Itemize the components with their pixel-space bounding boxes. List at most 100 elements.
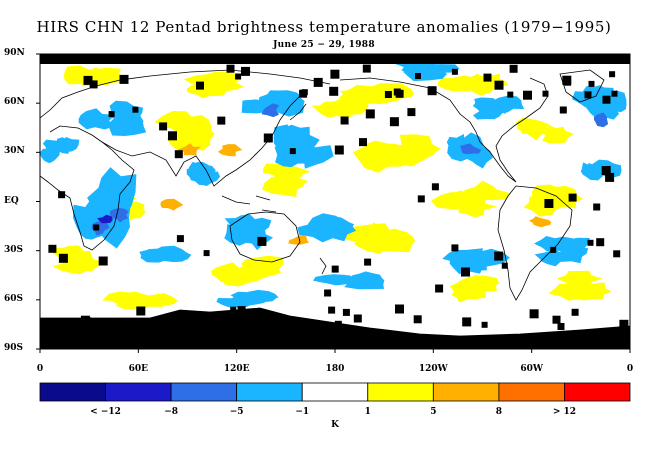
coast-africa — [40, 125, 135, 251]
missing-square — [552, 315, 561, 324]
missing-square — [353, 314, 362, 323]
anomaly-cool-patch — [40, 146, 60, 164]
missing-square — [362, 64, 371, 73]
missing-square — [407, 108, 416, 117]
colorbar-label: 8 — [495, 407, 503, 417]
colorbar-label: 5 — [430, 407, 437, 417]
missing-square — [328, 306, 336, 314]
anomaly-cool-patch — [297, 219, 344, 243]
missing-square — [564, 78, 572, 86]
coast-japan — [289, 103, 307, 121]
colorbar-swatch — [498, 382, 565, 402]
missing-square — [289, 148, 296, 155]
missing-square — [605, 172, 615, 182]
missing-square — [559, 106, 567, 114]
missing-square — [132, 106, 139, 113]
anomaly-cool-patch — [87, 172, 134, 228]
missing-square — [557, 323, 565, 330]
anomaly-warm-patch — [556, 270, 603, 290]
colorbar-swatch — [105, 382, 172, 402]
anomaly-warm-patch — [239, 257, 282, 280]
missing-square — [611, 90, 618, 97]
anomaly-warm-patch — [68, 253, 104, 273]
missing-square — [159, 122, 168, 131]
missing-square — [588, 80, 595, 87]
missing-square — [89, 80, 98, 89]
missing-square — [313, 77, 323, 87]
missing-square — [395, 304, 404, 314]
missing-square — [509, 64, 518, 73]
missing-square — [507, 91, 514, 98]
anomaly-warm-patch — [325, 101, 360, 118]
missing-square — [427, 86, 437, 96]
anomaly-cool-patch — [140, 248, 174, 263]
coast-north-america — [339, 77, 549, 183]
coast-greenland — [559, 69, 605, 103]
missing-square — [324, 289, 332, 297]
missing-square — [136, 306, 146, 316]
missing-square — [417, 195, 425, 203]
anomaly-strong-cool-patch — [460, 143, 482, 155]
missing-square — [542, 90, 549, 97]
lon-label: 0 — [36, 364, 44, 374]
missing-south-band — [40, 308, 630, 349]
anomaly-warm-patch — [450, 283, 486, 303]
lat-label: 90N — [4, 48, 25, 58]
colorbar-label: > 12 — [552, 407, 577, 417]
missing-square — [331, 265, 339, 273]
missing-square — [174, 150, 183, 159]
missing-square — [176, 235, 184, 243]
anomaly-cool-patch — [555, 237, 590, 251]
anomaly-strong-cool-patch — [594, 112, 609, 128]
anomaly-warm-patch — [82, 70, 126, 87]
anomaly-strong-cool-patch — [91, 220, 110, 236]
missing-square — [342, 308, 350, 316]
lat-label: 90S — [4, 343, 24, 353]
missing-square — [544, 199, 554, 208]
missing-square — [330, 69, 340, 79]
lat-ticks — [36, 53, 40, 350]
anomaly-warm-patch — [541, 125, 574, 144]
missing-square — [334, 320, 342, 328]
missing-square — [601, 166, 611, 175]
missing-square — [550, 246, 557, 253]
anomaly-strong-warm-patch — [177, 143, 202, 156]
coast-indonesia — [221, 195, 277, 213]
anomaly-cool-patch — [442, 248, 483, 263]
anomaly-warm-patch — [449, 197, 498, 218]
colorbar-label: −8 — [164, 407, 179, 417]
missing-square — [609, 71, 616, 78]
coastlines — [40, 69, 630, 337]
lon-label: 0 — [626, 364, 634, 374]
anomaly-warm-patch — [571, 282, 612, 301]
anomaly-warm-patch — [462, 180, 511, 201]
missing-square — [451, 244, 459, 252]
anomaly-cool-patch — [598, 90, 627, 118]
missing-square — [196, 81, 204, 90]
colorbar-label: 1 — [364, 407, 371, 417]
missing-square — [451, 68, 458, 75]
missing-square — [226, 64, 235, 73]
missing-square — [108, 111, 115, 118]
coast-australia — [229, 211, 301, 263]
anomaly-cool-patch — [476, 98, 515, 114]
anomaly-warm-patch — [272, 172, 309, 192]
missing-square — [413, 315, 422, 324]
colorbar-label: < −12 — [90, 407, 121, 417]
missing-square — [58, 253, 68, 263]
missing-square — [483, 73, 492, 82]
missing-square — [98, 256, 108, 266]
missing-data — [40, 54, 630, 349]
missing-square — [571, 308, 579, 316]
missing-square — [602, 95, 611, 104]
colorbar-swatch — [170, 382, 238, 402]
coast-antarctica — [40, 307, 630, 337]
anomaly-strong-warm-patch — [528, 216, 552, 228]
missing-square — [93, 224, 100, 231]
missing-square — [365, 109, 375, 119]
missing-square — [431, 183, 439, 191]
lat-label: 30S — [4, 244, 24, 255]
missing-square — [415, 73, 421, 79]
anomaly-very-cool-patch — [97, 214, 113, 224]
